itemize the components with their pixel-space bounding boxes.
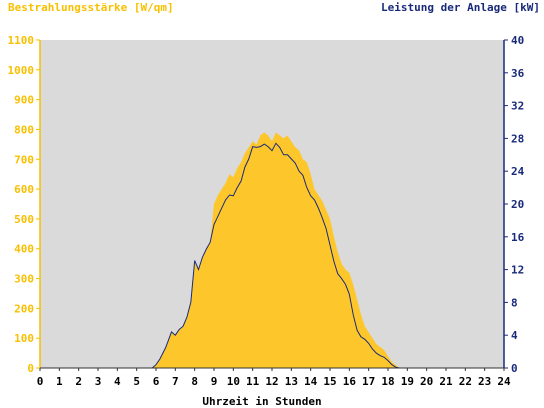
left-tick-label: 600 <box>14 183 34 196</box>
x-tick-label: 5 <box>133 375 140 388</box>
right-tick-label: 12 <box>511 264 524 277</box>
series-layer <box>40 132 504 369</box>
x-tick-label: 16 <box>343 375 357 388</box>
x-tick-label: 9 <box>211 375 218 388</box>
right-tick-label: 36 <box>511 67 525 80</box>
x-tick-label: 22 <box>459 375 472 388</box>
left-tick-label: 500 <box>14 213 34 226</box>
left-tick-label: 0 <box>27 362 34 375</box>
x-tick-label: 15 <box>323 375 336 388</box>
x-tick-label: 6 <box>153 375 160 388</box>
x-tick-label: 17 <box>362 375 375 388</box>
x-tick-label: 20 <box>420 375 433 388</box>
x-tick-label: 14 <box>304 375 318 388</box>
x-tick-label: 8 <box>191 375 198 388</box>
right-axis-title: Leistung der Anlage [kW] <box>381 1 540 14</box>
right-tick-label: 28 <box>511 132 524 145</box>
x-tick-label: 11 <box>246 375 260 388</box>
left-tick-label: 1100 <box>8 34 35 47</box>
left-axis-ticks: 0 100 200 300 400 500 600 700 800 900 1000 1100 <box>8 34 40 375</box>
right-tick-label: 20 <box>511 198 524 211</box>
x-tick-label: 13 <box>285 375 298 388</box>
left-tick-label: 800 <box>14 123 34 136</box>
x-tick-label: 18 <box>381 375 394 388</box>
x-axis-title: Uhrzeit in Stunden <box>202 395 321 408</box>
left-tick-label: 1000 <box>8 64 35 77</box>
x-tick-label: 12 <box>265 375 278 388</box>
right-tick-label: 16 <box>511 231 525 244</box>
x-tick-label: 24 <box>497 375 511 388</box>
right-tick-label: 32 <box>511 100 524 113</box>
left-tick-label: 100 <box>14 332 34 345</box>
left-tick-label: 200 <box>14 302 34 315</box>
left-tick-label: 900 <box>14 94 34 107</box>
left-tick-label: 400 <box>14 243 34 256</box>
x-tick-label: 4 <box>114 375 121 388</box>
x-tick-label: 10 <box>227 375 240 388</box>
right-tick-label: 4 <box>511 329 518 342</box>
x-tick-label: 23 <box>478 375 491 388</box>
right-tick-label: 40 <box>511 34 524 47</box>
right-tick-label: 24 <box>511 165 525 178</box>
x-tick-label: 3 <box>95 375 102 388</box>
x-axis-ticks: 0 1 2 3 4 5 6 7 8 9 10 11 12 13 14 15 16 17 18 19 20 21 22 23 24 <box>37 368 511 388</box>
x-tick-label: 7 <box>172 375 179 388</box>
left-tick-label: 700 <box>14 153 34 166</box>
left-axis-title: Bestrahlungsstärke [W/qm] <box>8 1 174 14</box>
x-tick-label: 0 <box>37 375 44 388</box>
left-tick-label: 300 <box>14 273 34 286</box>
power-line <box>40 142 504 369</box>
x-tick-label: 1 <box>56 375 63 388</box>
x-tick-label: 19 <box>401 375 414 388</box>
power-area <box>40 143 504 368</box>
x-tick-label: 2 <box>75 375 82 388</box>
x-tick-label: 21 <box>439 375 453 388</box>
right-tick-label: 0 <box>511 362 518 375</box>
right-axis-ticks: 0 4 8 12 16 20 24 28 32 36 40 <box>504 34 525 375</box>
right-tick-label: 8 <box>511 296 518 309</box>
